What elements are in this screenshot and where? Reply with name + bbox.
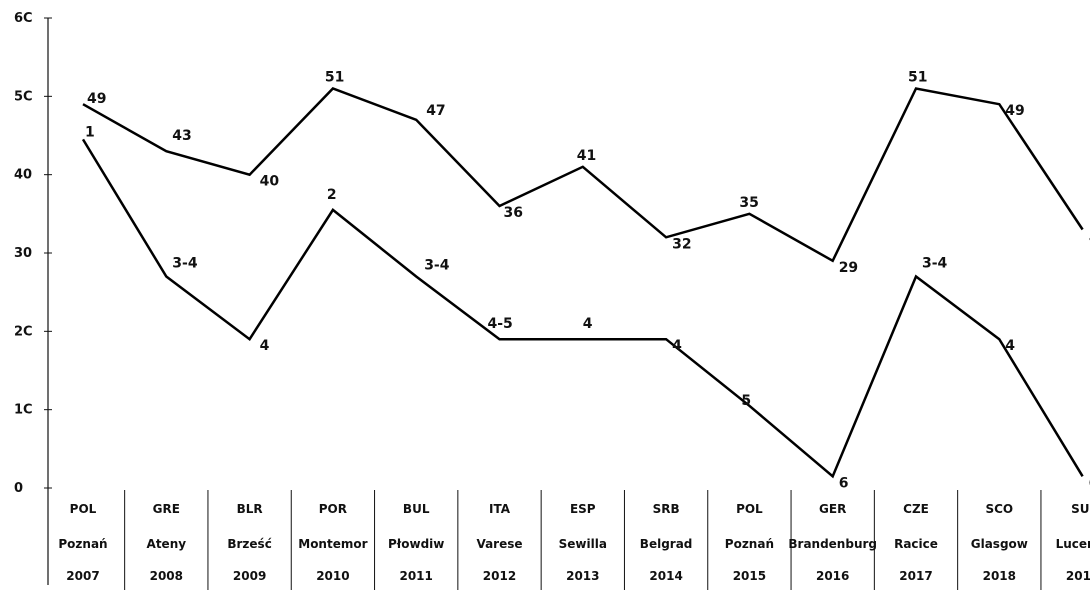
- x-label-code: ESP: [570, 502, 596, 516]
- y-tick-label: 1C: [14, 403, 33, 418]
- x-label-city: Sewilla: [559, 537, 607, 551]
- y-axis-ticks: 0 1C 2C 30 40 5C 6C: [14, 11, 52, 496]
- data-label: 4: [260, 338, 270, 354]
- x-label-year: 2010: [316, 569, 349, 583]
- x-label-city: Poznań: [58, 537, 107, 551]
- x-label-year: 2007: [66, 569, 99, 583]
- x-label-code: GER: [819, 502, 846, 516]
- x-label-code: POL: [736, 502, 763, 516]
- x-label-year: 2008: [150, 569, 183, 583]
- x-label-code: SUI: [1071, 502, 1090, 516]
- series-line-2: [81, 138, 1084, 479]
- x-label-code: SCO: [985, 502, 1013, 516]
- data-label: 40: [260, 174, 280, 190]
- x-label-city: Racice: [894, 537, 938, 551]
- y-tick-label: 2C: [14, 324, 33, 339]
- data-label: 29: [839, 260, 858, 276]
- x-label-city: Ateny: [147, 537, 187, 551]
- x-label-code: ITA: [489, 502, 511, 516]
- data-label: 6: [839, 475, 849, 491]
- x-label-year: 2013: [566, 569, 599, 583]
- x-label-code: BLR: [237, 502, 263, 516]
- y-tick-label: 40: [14, 168, 32, 183]
- x-axis-labels: POL Poznań 2007 GRE Ateny 2008 BLR Brześć 2009 PO…: [58, 490, 1090, 590]
- x-label-year: 2011: [399, 569, 432, 583]
- series-lines: [81, 87, 1084, 479]
- x-label-year: 2019: [1066, 569, 1090, 583]
- data-label: 32: [672, 236, 691, 252]
- x-label-year: 2009: [233, 569, 266, 583]
- data-label: 4-5: [488, 316, 513, 332]
- data-label: 41: [577, 148, 596, 164]
- data-labels: 49 43 40 51 47 36 41 32 35 29 51 49 33 1 3-4 4 2 3-4 4-5 4 4…: [85, 70, 1090, 492]
- x-label-code: POR: [319, 502, 347, 516]
- data-label: 51: [908, 70, 927, 86]
- data-label: 36: [504, 205, 523, 221]
- data-label: 35: [739, 195, 758, 211]
- x-label-year: 2015: [733, 569, 766, 583]
- data-label: 3-4: [922, 256, 948, 272]
- x-label-year: 2017: [899, 569, 932, 583]
- data-label: 2: [327, 187, 337, 203]
- x-label-year: 2018: [983, 569, 1016, 583]
- data-label: 3-4: [172, 256, 198, 272]
- x-label-city: Belgrad: [640, 537, 693, 551]
- x-label-city: Lucerna: [1056, 537, 1090, 551]
- data-label: 4: [1005, 338, 1015, 354]
- x-label-year: 2014: [649, 569, 682, 583]
- data-label: 1: [85, 124, 95, 140]
- series-line-1: [82, 87, 1084, 263]
- x-label-code: POL: [70, 502, 97, 516]
- data-label: 4: [583, 316, 593, 332]
- y-tick-label: 6C: [14, 11, 33, 26]
- data-label: 51: [325, 70, 344, 86]
- data-label: 5: [741, 393, 751, 409]
- data-label: 6: [1089, 475, 1090, 491]
- x-label-city: Brześć: [227, 537, 271, 551]
- y-tick-label: 0: [14, 481, 23, 496]
- data-label: 43: [172, 128, 191, 144]
- x-label-year: 2016: [816, 569, 849, 583]
- data-label: 33: [1089, 229, 1090, 245]
- x-label-year: 2012: [483, 569, 516, 583]
- x-label-code: BUL: [403, 502, 430, 516]
- data-label: 4: [672, 338, 682, 354]
- x-label-city: Brandenburg: [788, 537, 877, 551]
- x-label-city: Poznań: [725, 537, 774, 551]
- data-label: 3-4: [424, 258, 450, 274]
- x-label-code: GRE: [153, 502, 180, 516]
- data-label: 49: [87, 91, 106, 107]
- y-tick-label: 30: [14, 246, 32, 261]
- x-label-city: Varese: [476, 537, 522, 551]
- x-label-city: Glasgow: [971, 537, 1028, 551]
- x-label-city: Płowdiw: [388, 537, 444, 551]
- x-label-code: SRB: [653, 502, 680, 516]
- x-label-code: CZE: [903, 502, 929, 516]
- x-label-city: Montemor: [298, 537, 367, 551]
- data-label: 47: [426, 103, 445, 119]
- y-tick-label: 5C: [14, 89, 33, 104]
- data-label: 49: [1005, 103, 1024, 119]
